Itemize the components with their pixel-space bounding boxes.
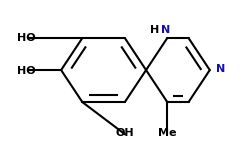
Text: OH: OH [116,128,134,138]
Text: HO: HO [17,66,36,76]
Text: HO: HO [17,33,36,43]
Text: H: H [150,25,159,35]
Text: N: N [161,25,170,35]
Text: N: N [216,64,226,74]
Text: Me: Me [158,128,177,138]
